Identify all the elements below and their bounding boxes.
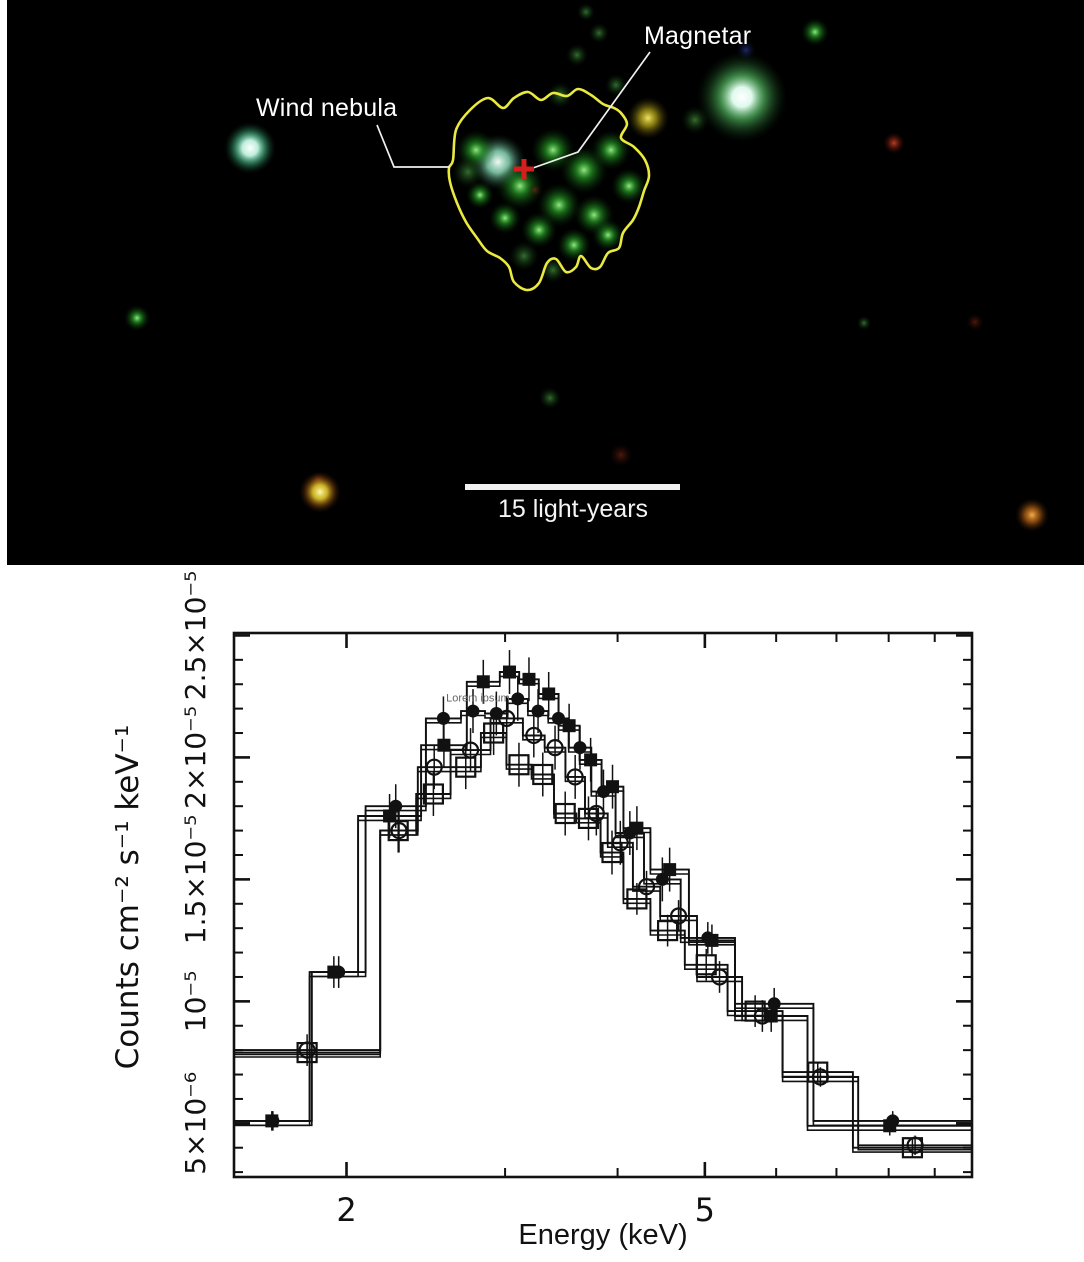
y-axis-label: Counts cm⁻² s⁻¹ keV⁻¹	[110, 724, 146, 1070]
wind-nebula-label: Wind nebula	[256, 94, 398, 122]
xray-source-yellow	[627, 97, 669, 139]
y-tick-label: 5×10⁻⁶	[179, 1072, 212, 1175]
scale-bar	[465, 484, 680, 490]
xray-source-green	[801, 18, 829, 46]
x-axis-label: Energy (keV)	[518, 1219, 688, 1251]
xray-source-greenDim	[605, 74, 627, 96]
xray-source-green	[591, 130, 631, 170]
xray-source-greenDim	[452, 156, 484, 188]
series-lines-filled-square	[234, 671, 972, 1131]
xray-source-red	[883, 132, 905, 154]
xray-source-green	[496, 162, 544, 210]
xray-source-green	[611, 168, 647, 204]
spectrum-chart: 2 5 5×10⁻⁶ 10⁻⁵ 1.5×10⁻⁵ 2×10⁻⁵ 2.5×10⁻⁵ Lorem …	[179, 571, 974, 1229]
xray-source-redDim	[528, 183, 542, 197]
xray-source-blueDim	[736, 40, 756, 60]
xray-source-green	[521, 212, 557, 248]
plot-frame	[232, 631, 974, 1179]
xray-source-yellowStar	[299, 471, 341, 513]
xray-source-greenDim	[566, 44, 588, 66]
xray-image	[0, 0, 1084, 565]
xray-source-green	[557, 228, 591, 262]
xray-source-brightStar	[697, 52, 787, 142]
xray-image-panel: Magnetar Wind nebula 15 light-years	[0, 0, 1084, 565]
watermark-text: Lorem ipsum	[446, 692, 510, 704]
y-tick-label: 2.5×10⁻⁵	[179, 571, 212, 701]
wind-nebula_line	[376, 124, 450, 168]
axis-ticks	[234, 633, 972, 1177]
xray-source-greenDim	[857, 316, 871, 330]
magnetar-line	[532, 51, 651, 169]
image-background	[0, 0, 1084, 565]
xray-source-redDim	[609, 443, 633, 467]
left-margin	[0, 0, 7, 565]
xray-source-orange	[1015, 498, 1049, 532]
magnetar-position-cross	[514, 159, 534, 179]
xray-source-greenDim	[681, 106, 709, 134]
xray-source-green	[592, 219, 624, 251]
series-points-open-square	[234, 711, 972, 1159]
x-tick-label: 5	[695, 1191, 715, 1229]
xray-source-green	[124, 305, 150, 331]
xray-source-greenDim	[539, 387, 561, 409]
scale-bar-label: 15 light-years	[497, 495, 649, 523]
x-tick-label: 2	[336, 1191, 356, 1229]
spectrum-panel: 2 5 5×10⁻⁶ 10⁻⁵ 1.5×10⁻⁵ 2×10⁻⁵ 2.5×10⁻⁵ Lorem …	[0, 565, 1084, 1262]
xray-source-greenDim	[577, 3, 595, 21]
xray-source-greenDim	[589, 23, 609, 43]
xray-sources	[124, 3, 1049, 532]
series-points-open-circle	[234, 696, 972, 1156]
y-tick-label: 10⁻⁵	[179, 971, 212, 1033]
series-points-filled-square	[234, 650, 972, 1136]
series-lines-filled-circle	[234, 697, 972, 1127]
y-tick-label: 2×10⁻⁵	[179, 706, 212, 809]
series-points-filled-circle	[234, 676, 972, 1131]
xray-source-cyanStar	[224, 122, 276, 174]
magnetar-label: Magnetar	[644, 22, 752, 50]
wind-nebula-contour	[447, 87, 651, 292]
xray-source-redDim	[966, 313, 984, 331]
xray-source-green	[489, 202, 521, 234]
xray-source-green	[466, 181, 494, 209]
y-tick-label: 1.5×10⁻⁵	[179, 815, 212, 945]
xray-source-greenDim	[509, 241, 539, 271]
